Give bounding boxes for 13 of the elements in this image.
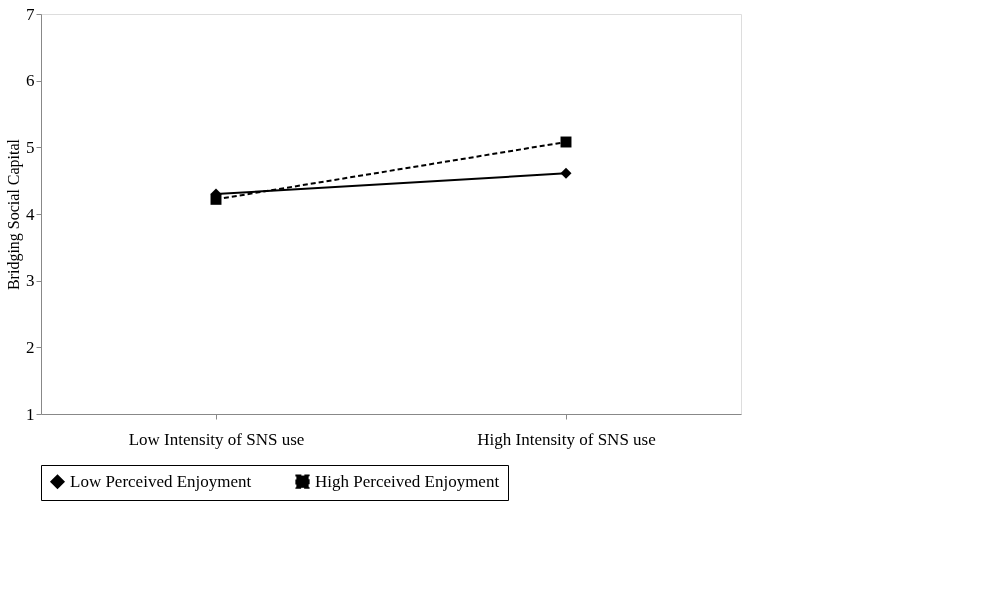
- legend-label: High Perceived Enjoyment: [315, 471, 500, 491]
- y-tick-label: 7: [26, 4, 35, 24]
- y-tick-label: 3: [26, 271, 35, 291]
- y-tick-label: 5: [26, 137, 35, 157]
- y-tick-label: 4: [26, 204, 35, 224]
- x-tick-label: Low Intensity of SNS use: [128, 429, 305, 449]
- point: [560, 167, 572, 179]
- y-tick-label: 2: [26, 337, 35, 357]
- x-tick-label: High Intensity of SNS use: [477, 429, 656, 449]
- y-axis-title: Bridging Social Capital: [5, 138, 23, 291]
- legend-label: Low Perceived Enjoyment: [70, 471, 252, 491]
- y-tick-label: 6: [26, 71, 35, 91]
- y-tick-label: 1: [26, 404, 35, 424]
